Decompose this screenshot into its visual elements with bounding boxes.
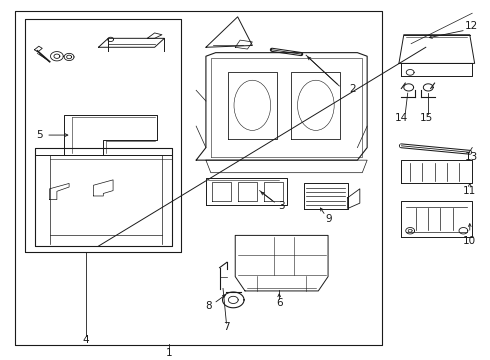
Text: 4: 4 [83, 336, 90, 345]
Text: 10: 10 [463, 236, 476, 246]
Text: 1: 1 [166, 348, 172, 358]
Text: 2: 2 [349, 84, 356, 94]
Text: 15: 15 [420, 113, 433, 123]
Text: 5: 5 [36, 130, 43, 140]
Text: 3: 3 [278, 201, 285, 211]
Text: 13: 13 [465, 152, 478, 162]
Text: 8: 8 [205, 301, 212, 311]
Text: 9: 9 [326, 214, 332, 224]
Text: 7: 7 [223, 322, 230, 332]
Text: 11: 11 [463, 186, 476, 196]
Text: 14: 14 [395, 113, 408, 123]
Text: 12: 12 [465, 22, 478, 31]
Text: 6: 6 [276, 298, 283, 309]
